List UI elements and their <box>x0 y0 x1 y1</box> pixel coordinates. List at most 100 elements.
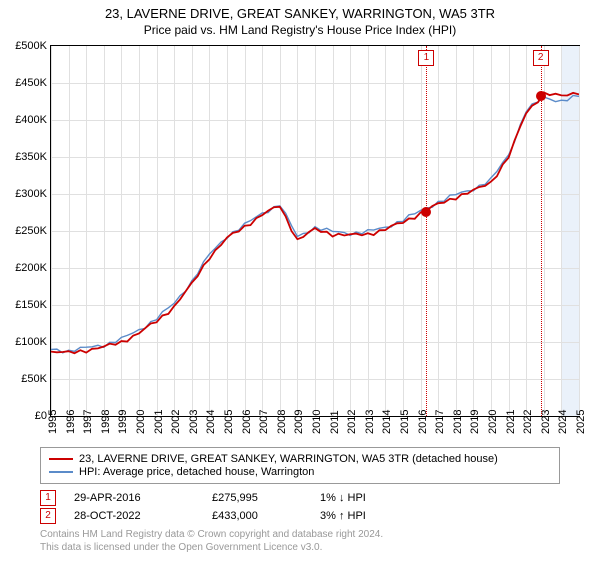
chart-subtitle: Price paid vs. HM Land Registry's House … <box>0 23 600 37</box>
gridline-v <box>385 46 386 416</box>
sales-table: 1 29-APR-2016 £275,995 1% ↓ HPI 2 28-OCT-2022… <box>40 490 560 524</box>
x-axis-label: 2004 <box>205 410 217 434</box>
x-axis-label: 2014 <box>381 410 393 434</box>
gridline-v <box>192 46 193 416</box>
legend-item: HPI: Average price, detached house, Warr… <box>49 466 551 478</box>
gridline-v <box>561 46 562 416</box>
x-axis-label: 2013 <box>364 410 376 434</box>
sale-marker-line <box>426 46 427 416</box>
sale-date: 28-OCT-2022 <box>74 510 194 522</box>
gridline-v <box>579 46 580 416</box>
x-axis-label: 2010 <box>311 410 323 434</box>
sale-price: £433,000 <box>212 510 302 522</box>
x-axis-label: 2021 <box>505 410 517 434</box>
gridline-v <box>403 46 404 416</box>
x-axis-label: 2022 <box>522 410 534 434</box>
gridline-v <box>491 46 492 416</box>
x-axis-label: 2011 <box>329 410 341 434</box>
legend-label: 23, LAVERNE DRIVE, GREAT SANKEY, WARRING… <box>79 453 498 465</box>
gridline-v <box>368 46 369 416</box>
gridline-v <box>51 46 52 416</box>
x-axis-label: 2020 <box>487 410 499 434</box>
y-axis-label: £150K <box>15 299 51 311</box>
y-axis-label: £400K <box>15 114 51 126</box>
x-axis-label: 2025 <box>575 410 587 434</box>
gridline-v <box>209 46 210 416</box>
y-axis-label: £300K <box>15 188 51 200</box>
gridline-v <box>544 46 545 416</box>
x-axis-label: 2001 <box>153 410 165 434</box>
sale-row: 2 28-OCT-2022 £433,000 3% ↑ HPI <box>40 508 560 524</box>
y-axis-label: £200K <box>15 262 51 274</box>
x-axis-label: 2006 <box>241 410 253 434</box>
x-axis-label: 2008 <box>276 410 288 434</box>
sale-row: 1 29-APR-2016 £275,995 1% ↓ HPI <box>40 490 560 506</box>
x-axis-label: 2000 <box>135 410 147 434</box>
x-axis-label: 2015 <box>399 410 411 434</box>
gridline-v <box>333 46 334 416</box>
y-axis-label: £500K <box>15 40 51 52</box>
x-axis-label: 2005 <box>223 410 235 434</box>
gridline-v <box>69 46 70 416</box>
gridline-v <box>297 46 298 416</box>
x-axis-label: 2019 <box>469 410 481 434</box>
x-axis-label: 2024 <box>557 410 569 434</box>
chart-plot-area: £0£50K£100K£150K£200K£250K£300K£350K£400… <box>50 45 580 417</box>
sale-date: 29-APR-2016 <box>74 492 194 504</box>
legend-swatch <box>49 471 73 473</box>
gridline-v <box>526 46 527 416</box>
gridline-v <box>121 46 122 416</box>
sale-id-box: 2 <box>40 508 56 524</box>
x-axis-label: 1998 <box>100 410 112 434</box>
legend: 23, LAVERNE DRIVE, GREAT SANKEY, WARRING… <box>40 447 560 484</box>
gridline-v <box>438 46 439 416</box>
y-axis-label: £100K <box>15 336 51 348</box>
gridline-v <box>104 46 105 416</box>
gridline-v <box>421 46 422 416</box>
x-axis-label: 2018 <box>452 410 464 434</box>
sale-marker-dot <box>421 207 431 217</box>
gridline-v <box>315 46 316 416</box>
x-axis-label: 1996 <box>65 410 77 434</box>
gridline-v <box>280 46 281 416</box>
footer-line-1: Contains HM Land Registry data © Crown c… <box>40 528 560 541</box>
gridline-v <box>86 46 87 416</box>
sale-id-box: 1 <box>40 490 56 506</box>
y-axis-label: £450K <box>15 77 51 89</box>
x-axis-label: 2007 <box>258 410 270 434</box>
gridline-v <box>262 46 263 416</box>
x-axis-label: 2009 <box>293 410 305 434</box>
sale-delta: 1% ↓ HPI <box>320 492 410 504</box>
sale-marker-dot <box>536 91 546 101</box>
y-axis-label: £250K <box>15 225 51 237</box>
x-axis-label: 2017 <box>434 410 446 434</box>
x-axis-label: 2002 <box>170 410 182 434</box>
x-axis-label: 1995 <box>47 410 59 434</box>
x-axis-label: 2012 <box>346 410 358 434</box>
sale-delta: 3% ↑ HPI <box>320 510 410 522</box>
y-axis-label: £350K <box>15 151 51 163</box>
gridline-v <box>174 46 175 416</box>
gridline-v <box>227 46 228 416</box>
footer: Contains HM Land Registry data © Crown c… <box>40 528 560 554</box>
legend-label: HPI: Average price, detached house, Warr… <box>79 466 314 478</box>
gridline-v <box>245 46 246 416</box>
gridline-v <box>157 46 158 416</box>
chart-container: 23, LAVERNE DRIVE, GREAT SANKEY, WARRING… <box>0 6 600 566</box>
gridline-v <box>509 46 510 416</box>
gridline-v <box>456 46 457 416</box>
y-axis-label: £50K <box>21 373 51 385</box>
legend-swatch <box>49 458 73 460</box>
x-axis-label: 1999 <box>117 410 129 434</box>
gridline-v <box>350 46 351 416</box>
x-axis-label: 1997 <box>82 410 94 434</box>
sale-marker-line <box>541 46 542 416</box>
gridline-v <box>473 46 474 416</box>
sale-price: £275,995 <box>212 492 302 504</box>
sale-marker-label: 1 <box>418 50 434 66</box>
x-axis-label: 2003 <box>188 410 200 434</box>
sale-marker-label: 2 <box>533 50 549 66</box>
gridline-v <box>139 46 140 416</box>
footer-line-2: This data is licensed under the Open Gov… <box>40 541 560 554</box>
chart-title: 23, LAVERNE DRIVE, GREAT SANKEY, WARRING… <box>0 6 600 21</box>
